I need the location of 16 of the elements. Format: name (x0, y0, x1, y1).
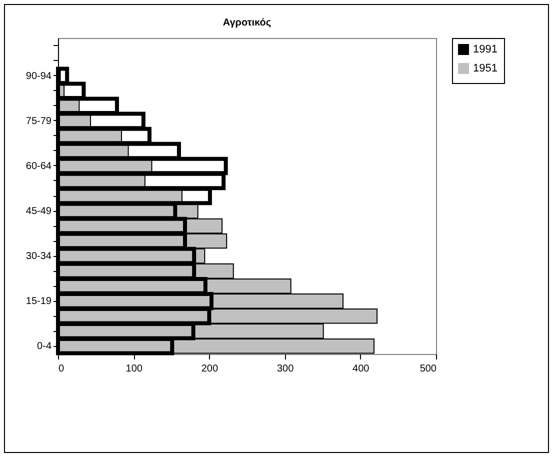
y-tick-label: 75-79 (26, 116, 52, 127)
y-tick-label: 15-19 (26, 296, 52, 308)
x-tick-label: 200 (201, 364, 218, 374)
y-tick-label: 90-94 (26, 70, 52, 82)
y-tick-label: 45-49 (26, 206, 52, 218)
x-tick-label: 300 (276, 364, 294, 374)
x-tick-label: 500 (420, 364, 437, 374)
chart-title: Αγροτικός (222, 18, 272, 28)
y-tick-label: 60-64 (26, 160, 52, 172)
y-tick-label: 30-34 (26, 251, 52, 262)
y-tick-label: 0-4 (37, 341, 52, 352)
legend-label: 1991 (473, 44, 498, 56)
legend-label: 1951 (473, 62, 498, 74)
x-tick-label: 400 (352, 364, 370, 374)
x-tick-label: 100 (126, 364, 143, 374)
x-tick-label: 0 (58, 364, 64, 374)
